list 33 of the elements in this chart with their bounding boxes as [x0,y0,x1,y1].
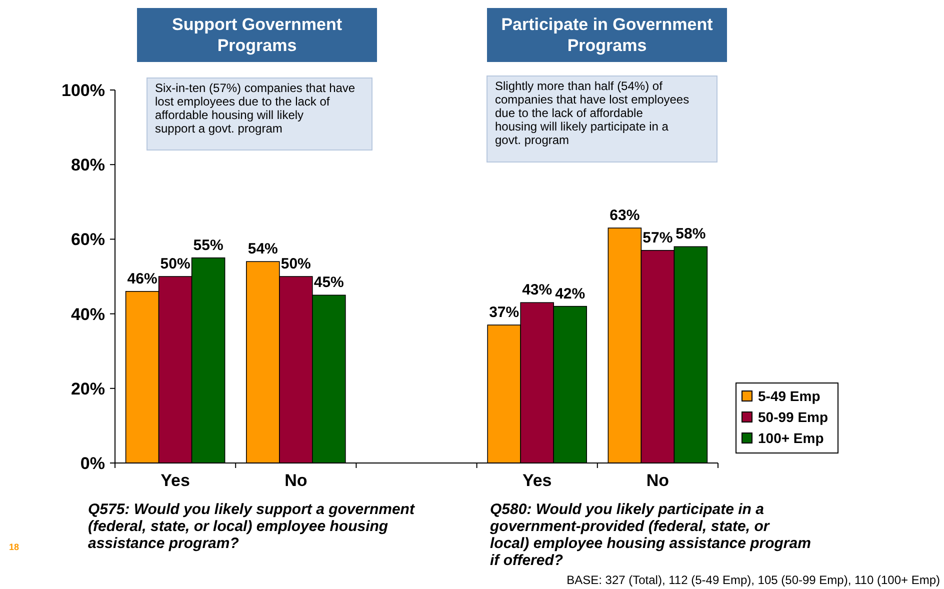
legend-label: 100+ Emp [758,430,824,446]
data-label: 50% [160,256,190,272]
data-label: 57% [642,229,673,246]
y-tick-label: 40% [70,304,105,324]
x-tick-label: Yes [522,471,552,490]
data-label: 50% [280,256,311,272]
y-tick-label: 80% [70,156,105,175]
x-tick-label: Yes [160,471,190,490]
data-label: 37% [489,304,520,321]
x-tick-label: No [646,471,670,490]
annotation: Six-in-ten (57%) companies that have lost employees due to the lack of affordable housing will likely support a govt. program [155,81,356,136]
y-tick-label: 100% [62,81,105,100]
data-label: 58% [676,226,706,243]
data-label: 54% [248,240,278,258]
data-label: 45% [314,274,344,292]
data-label: 42% [555,285,586,302]
legend-label: 5-49 Emp [758,388,820,404]
annotation: Slightly more than half (54%) of companies that have lost employees due to the lack of affordable housing will likely participate in a govt. program [495,79,690,147]
y-tick-label: 0% [80,454,105,473]
data-label: 43% [522,282,552,299]
data-label: 63% [610,207,640,224]
text: 18 [8,542,20,552]
text: Participate in Government Programs [501,15,714,55]
data-label: 55% [193,236,224,254]
text: Q575: Would you likely support a government (federal, state, or local) employee housing assistance program? [88,501,416,552]
text: Support Government Programs [172,15,342,55]
legend-label: 50-99 Emp [758,409,828,425]
text: Q580: Would you likely participate in a government-provided (federal, state, or local) employee housing assistance program if offered? [489,501,811,569]
x-tick-label: No [284,471,308,490]
text: BASE: 327 (Total), 112 (5-49 Emp), 105 (50-99 Emp), 110 (100+ Emp) [566,573,940,587]
data-label: 46% [127,270,158,288]
y-tick-label: 60% [70,230,105,250]
y-tick-label: 20% [70,379,105,398]
